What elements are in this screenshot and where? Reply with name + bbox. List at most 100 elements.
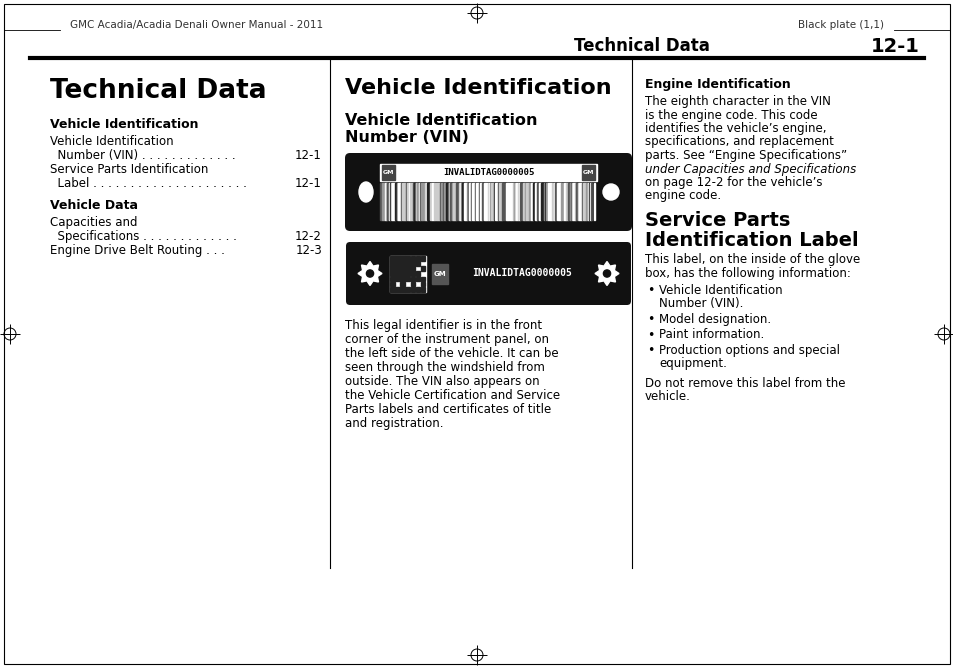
- Bar: [588, 183, 589, 220]
- Bar: [514, 183, 515, 220]
- Text: Vehicle Identification: Vehicle Identification: [345, 78, 611, 98]
- Bar: [416, 183, 418, 220]
- Bar: [494, 183, 495, 220]
- Bar: [405, 183, 406, 220]
- Bar: [449, 183, 450, 220]
- Text: on page 12-2 for the vehicle’s: on page 12-2 for the vehicle’s: [644, 176, 821, 189]
- Bar: [572, 183, 573, 220]
- Bar: [400, 261, 404, 266]
- Bar: [390, 256, 395, 261]
- Text: equipment.: equipment.: [659, 357, 726, 371]
- Text: Service Parts Identification: Service Parts Identification: [50, 163, 208, 176]
- Text: outside. The VIN also appears on: outside. The VIN also appears on: [345, 375, 539, 388]
- Bar: [405, 267, 410, 271]
- Bar: [453, 183, 454, 220]
- Bar: [409, 183, 410, 220]
- Text: specifications, and replacement: specifications, and replacement: [644, 136, 833, 148]
- Bar: [381, 183, 385, 220]
- Text: GM: GM: [382, 170, 394, 175]
- Bar: [571, 183, 572, 220]
- Bar: [565, 183, 567, 220]
- Bar: [567, 183, 569, 220]
- Text: Specifications . . . . . . . . . . . . .: Specifications . . . . . . . . . . . . .: [50, 230, 236, 243]
- Bar: [414, 183, 415, 220]
- Text: INVALIDTAG0000005: INVALIDTAG0000005: [442, 168, 534, 177]
- Bar: [452, 183, 453, 220]
- Bar: [469, 183, 471, 220]
- Bar: [395, 271, 399, 276]
- Bar: [454, 183, 456, 220]
- Bar: [552, 183, 554, 220]
- Polygon shape: [595, 261, 618, 285]
- Bar: [582, 183, 583, 220]
- Bar: [557, 183, 558, 220]
- Text: GM: GM: [434, 271, 446, 277]
- Bar: [558, 183, 560, 220]
- Bar: [390, 267, 395, 271]
- Bar: [592, 183, 593, 220]
- Bar: [426, 183, 427, 220]
- Bar: [545, 183, 547, 220]
- Text: vehicle.: vehicle.: [644, 391, 690, 403]
- Bar: [405, 256, 410, 261]
- Text: Do not remove this label from the: Do not remove this label from the: [644, 377, 844, 390]
- Bar: [400, 287, 404, 291]
- Bar: [416, 271, 420, 276]
- Text: This label, on the inside of the glove: This label, on the inside of the glove: [644, 253, 860, 266]
- Bar: [396, 183, 397, 220]
- Bar: [420, 256, 425, 261]
- Bar: [505, 183, 506, 220]
- Bar: [448, 183, 449, 220]
- Bar: [560, 183, 562, 220]
- Bar: [481, 183, 483, 220]
- Bar: [555, 183, 557, 220]
- Bar: [416, 256, 420, 261]
- Text: Black plate (1,1): Black plate (1,1): [797, 20, 883, 30]
- Bar: [410, 256, 415, 261]
- Bar: [461, 183, 463, 220]
- Bar: [498, 183, 501, 220]
- Bar: [459, 183, 460, 220]
- Bar: [407, 183, 409, 220]
- Bar: [437, 183, 438, 220]
- Text: Vehicle Identification: Vehicle Identification: [50, 135, 173, 148]
- Bar: [531, 183, 533, 220]
- Bar: [379, 183, 380, 220]
- Bar: [438, 183, 439, 220]
- Bar: [390, 282, 395, 287]
- Bar: [390, 261, 395, 266]
- Text: and registration.: and registration.: [345, 417, 443, 430]
- Bar: [581, 165, 595, 180]
- Text: Engine Identification: Engine Identification: [644, 78, 790, 91]
- Bar: [395, 256, 399, 261]
- Bar: [395, 277, 399, 281]
- Bar: [518, 183, 519, 220]
- Bar: [395, 261, 399, 266]
- Bar: [491, 183, 493, 220]
- Bar: [386, 183, 387, 220]
- Bar: [390, 287, 395, 291]
- Bar: [516, 183, 517, 220]
- Bar: [432, 263, 448, 283]
- Bar: [478, 183, 479, 220]
- Text: Label . . . . . . . . . . . . . . . . . . . . .: Label . . . . . . . . . . . . . . . . . …: [50, 177, 247, 190]
- Text: Paint information.: Paint information.: [659, 329, 763, 341]
- Text: Technical Data: Technical Data: [50, 78, 266, 104]
- Text: •: •: [646, 284, 654, 297]
- Bar: [410, 277, 415, 281]
- Text: is the engine code. This code: is the engine code. This code: [644, 108, 817, 122]
- Bar: [410, 287, 415, 291]
- Bar: [460, 183, 461, 220]
- Bar: [415, 183, 416, 220]
- Bar: [589, 183, 590, 220]
- Bar: [419, 183, 420, 220]
- Bar: [420, 282, 425, 287]
- Bar: [540, 183, 543, 220]
- Text: Technical Data: Technical Data: [574, 37, 709, 55]
- Text: Parts labels and certificates of title: Parts labels and certificates of title: [345, 403, 551, 416]
- Bar: [379, 164, 597, 181]
- Bar: [525, 183, 529, 220]
- Bar: [517, 183, 518, 220]
- Bar: [390, 271, 395, 276]
- Text: GM: GM: [582, 170, 594, 175]
